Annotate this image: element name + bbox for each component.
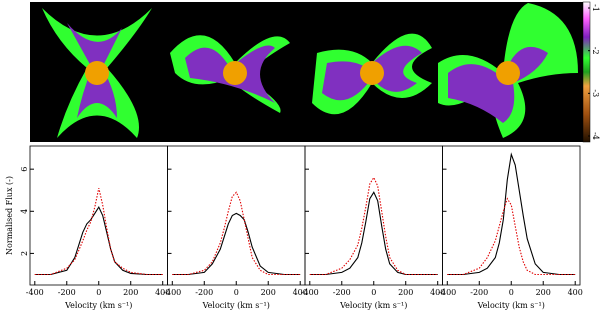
line-series — [447, 152, 576, 276]
x-axis-label: Velocity (km s⁻¹) — [64, 301, 132, 310]
x-tick-label: -200 — [333, 288, 351, 297]
plot-frame — [29, 145, 168, 286]
colorbar-tick-label: -2 — [591, 47, 600, 55]
plot-frame — [304, 145, 443, 286]
line-series — [172, 212, 301, 276]
y-axis-label: Normalised Flux (-) — [5, 176, 14, 255]
x-tick-label: -400 — [301, 288, 319, 297]
x-tick-label: -400 — [438, 288, 456, 297]
x-tick-label: 400 — [568, 288, 583, 297]
x-axis-label: Velocity (km s⁻¹) — [477, 301, 545, 310]
x-axis-label: Velocity (km s⁻¹) — [339, 301, 407, 310]
x-tick-label: 400 — [430, 288, 445, 297]
x-tick-label: -200 — [58, 288, 76, 297]
line-series — [309, 191, 438, 276]
x-tick-label: -400 — [26, 288, 44, 297]
x-tick-label: 0 — [234, 288, 239, 297]
line-series — [172, 191, 301, 276]
x-tick-label: -400 — [163, 288, 181, 297]
y-tick-label: 4 — [20, 209, 29, 214]
maps — [30, 1, 591, 143]
y-tick-label: 2 — [20, 251, 29, 256]
x-tick-label: 0 — [96, 288, 101, 297]
x-tick-label: -200 — [470, 288, 488, 297]
plot-frame — [442, 145, 581, 286]
line-series — [447, 197, 576, 276]
colorbar-tick-label: -1 — [591, 4, 600, 12]
y-tick-label: 6 — [20, 167, 29, 172]
x-tick-label: 200 — [123, 288, 138, 297]
x-tick-label: 200 — [261, 288, 276, 297]
x-tick-label: 200 — [536, 288, 551, 297]
x-axis-label: Velocity (km s⁻¹) — [202, 301, 270, 310]
line-series — [34, 205, 163, 276]
x-tick-label: 0 — [509, 288, 514, 297]
line-series — [309, 176, 438, 276]
x-tick-label: 400 — [155, 288, 170, 297]
plot-frame — [167, 145, 306, 286]
x-tick-label: -200 — [195, 288, 213, 297]
colorbar-tick-label: -4 — [591, 132, 600, 140]
line-series — [34, 187, 163, 276]
x-tick-label: 400 — [293, 288, 308, 297]
x-tick-label: 0 — [371, 288, 376, 297]
x-tick-label: 200 — [398, 288, 413, 297]
colorbar-tick-label: -3 — [591, 89, 600, 97]
